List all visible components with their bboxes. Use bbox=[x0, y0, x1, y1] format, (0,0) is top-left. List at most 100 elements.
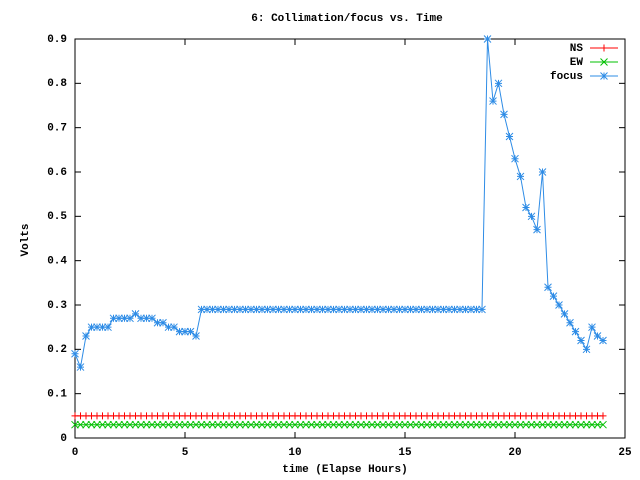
point-marker bbox=[203, 305, 211, 314]
point-marker bbox=[98, 323, 107, 332]
point-marker bbox=[313, 420, 321, 429]
point-marker bbox=[93, 420, 101, 429]
point-marker bbox=[148, 420, 156, 429]
point-marker bbox=[412, 420, 420, 429]
point-marker bbox=[351, 305, 360, 314]
point-marker bbox=[318, 420, 327, 429]
point-marker bbox=[93, 323, 101, 332]
point-marker bbox=[296, 420, 305, 429]
point-marker bbox=[126, 420, 134, 429]
point-marker bbox=[560, 310, 569, 318]
point-marker bbox=[181, 327, 189, 336]
point-marker bbox=[445, 305, 453, 314]
point-marker bbox=[362, 305, 371, 314]
point-marker bbox=[120, 420, 129, 429]
y-tick-label: 0.6 bbox=[47, 167, 67, 179]
point-marker bbox=[148, 314, 156, 323]
point-marker bbox=[340, 305, 349, 314]
y-tick-label: 0.4 bbox=[47, 256, 67, 268]
point-marker bbox=[527, 420, 536, 429]
point-marker bbox=[324, 420, 332, 429]
point-marker bbox=[313, 305, 321, 314]
chart-title: 6: Collimation/focus vs. Time bbox=[251, 13, 443, 25]
point-marker bbox=[307, 305, 316, 314]
point-marker bbox=[335, 305, 343, 314]
point-marker bbox=[159, 318, 167, 327]
point-marker bbox=[549, 292, 558, 300]
point-marker bbox=[538, 420, 547, 429]
plot-border bbox=[74, 38, 626, 439]
point-marker bbox=[577, 420, 585, 429]
point-marker bbox=[280, 305, 288, 314]
point-marker bbox=[153, 318, 162, 327]
point-marker bbox=[527, 212, 536, 221]
point-marker bbox=[71, 349, 79, 358]
point-marker bbox=[472, 305, 481, 314]
point-marker bbox=[164, 323, 173, 332]
x-tick-label: 15 bbox=[398, 447, 412, 459]
point-marker bbox=[131, 310, 140, 318]
point-marker bbox=[175, 420, 184, 429]
point-marker bbox=[131, 420, 140, 429]
point-marker bbox=[214, 305, 222, 314]
point-marker bbox=[489, 420, 497, 429]
point-marker bbox=[329, 305, 338, 314]
point-marker bbox=[230, 420, 239, 429]
point-marker bbox=[522, 203, 530, 212]
point-marker bbox=[423, 305, 431, 314]
point-marker bbox=[318, 305, 327, 314]
point-marker bbox=[406, 305, 415, 314]
point-marker bbox=[373, 420, 382, 429]
point-marker bbox=[258, 420, 266, 429]
point-marker bbox=[434, 420, 442, 429]
point-marker bbox=[274, 420, 283, 429]
point-marker bbox=[417, 305, 426, 314]
point-marker bbox=[197, 420, 206, 429]
point-marker bbox=[104, 420, 112, 429]
point-marker bbox=[236, 305, 244, 314]
y-tick-label: 0.1 bbox=[47, 389, 67, 401]
point-marker bbox=[445, 420, 453, 429]
point-marker bbox=[390, 420, 398, 429]
legend-label: EW bbox=[570, 57, 584, 69]
point-marker bbox=[219, 305, 228, 314]
point-marker bbox=[588, 420, 596, 429]
point-marker bbox=[164, 420, 173, 429]
point-marker bbox=[599, 420, 607, 429]
point-marker bbox=[395, 305, 404, 314]
point-marker bbox=[428, 305, 437, 314]
point-marker bbox=[247, 420, 255, 429]
point-marker bbox=[439, 420, 448, 429]
point-marker bbox=[120, 314, 129, 323]
point-marker bbox=[82, 332, 90, 340]
point-marker bbox=[126, 314, 134, 323]
point-marker bbox=[241, 305, 250, 314]
legend-label: focus bbox=[550, 71, 583, 83]
point-marker bbox=[115, 314, 123, 323]
point-marker bbox=[533, 420, 541, 429]
point-marker bbox=[219, 420, 228, 429]
point-marker bbox=[384, 305, 393, 314]
point-marker bbox=[307, 420, 316, 429]
point-marker bbox=[296, 305, 305, 314]
point-marker bbox=[571, 420, 580, 429]
point-marker bbox=[76, 363, 85, 371]
y-tick-label: 0.5 bbox=[47, 211, 67, 223]
x-tick-label: 0 bbox=[72, 447, 79, 459]
point-marker bbox=[192, 332, 200, 340]
point-marker bbox=[516, 172, 525, 181]
point-marker bbox=[225, 420, 233, 429]
point-marker bbox=[395, 420, 404, 429]
y-tick-label: 0.7 bbox=[47, 123, 67, 135]
point-marker bbox=[368, 305, 376, 314]
legend-marker bbox=[600, 72, 608, 80]
point-marker bbox=[208, 420, 217, 429]
point-marker bbox=[555, 420, 563, 429]
point-marker bbox=[252, 305, 261, 314]
point-marker bbox=[478, 305, 486, 314]
point-marker bbox=[247, 305, 255, 314]
point-marker bbox=[505, 420, 514, 429]
point-marker bbox=[170, 323, 178, 332]
point-marker bbox=[340, 420, 349, 429]
point-marker bbox=[401, 420, 409, 429]
